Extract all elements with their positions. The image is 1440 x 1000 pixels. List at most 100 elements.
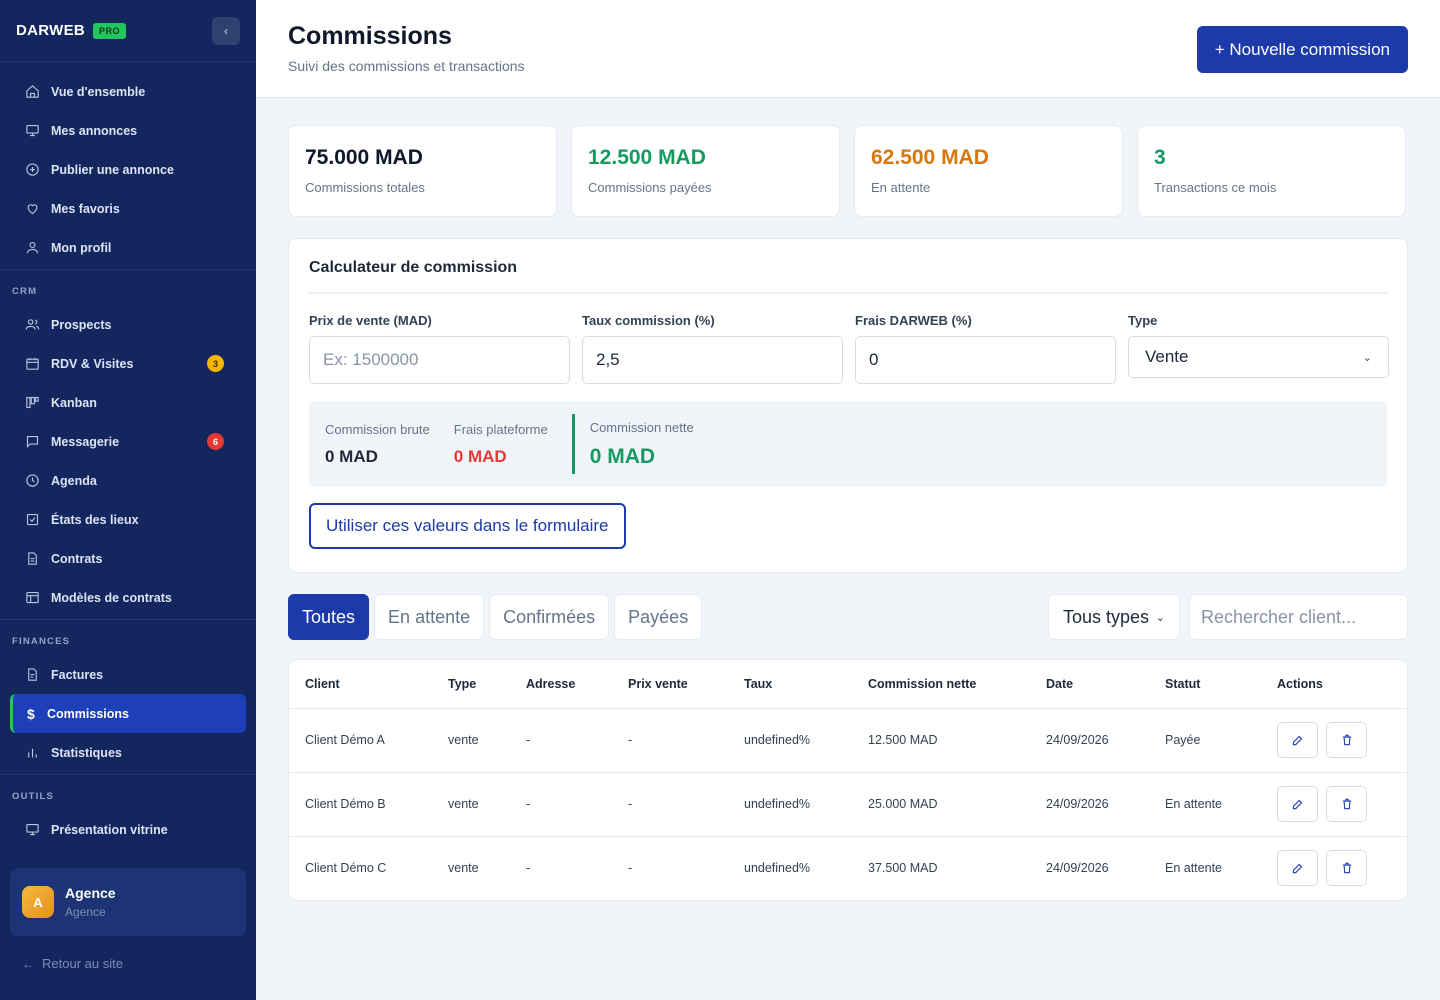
platform-fee: Frais plateforme 0 MAD [454, 422, 548, 467]
document-icon [24, 551, 40, 567]
outils-nav: Présentation vitrine [0, 810, 256, 849]
commission-calculator: Calculateur de commission Prix de vente … [288, 238, 1408, 573]
gross-label: Commission brute [325, 421, 430, 437]
price-label: Prix de vente (MAD) [309, 313, 432, 328]
tab-payees[interactable]: Payées [614, 594, 703, 640]
type-select[interactable]: Vente ⌄ [1128, 336, 1389, 378]
col-commission-nette[interactable]: Commission nette [852, 660, 1030, 709]
sidebar-item-rdv-visites[interactable]: RDV & Visites 3 [10, 344, 246, 383]
user-icon [24, 240, 40, 256]
sidebar-item-label: Statistiques [51, 745, 122, 760]
price-input[interactable] [309, 336, 570, 384]
sidebar-item-presentation-vitrine[interactable]: Présentation vitrine [10, 810, 246, 849]
sidebar-item-kanban[interactable]: Kanban [10, 383, 246, 422]
gross-commission: Commission brute 0 MAD [325, 422, 430, 467]
main-content: 75.000 MAD Commissions totales 12.500 MA… [288, 125, 1408, 901]
cell-actions [1261, 708, 1407, 773]
pro-badge: PRO [93, 22, 127, 39]
edit-button[interactable] [1277, 786, 1318, 822]
new-commission-button[interactable]: + Nouvelle commission [1196, 26, 1408, 73]
delete-button[interactable] [1326, 786, 1368, 822]
cell-adresse: - [526, 861, 531, 876]
sidebar-item-favoris[interactable]: Mes favoris [10, 189, 246, 228]
stat-label: Commissions totales [305, 180, 425, 195]
clock-icon [24, 473, 40, 489]
col-client[interactable]: Client [289, 660, 432, 709]
col-statut[interactable]: Statut [1149, 660, 1261, 709]
section-label-outils: OUTILS [0, 774, 256, 810]
edit-button[interactable] [1277, 722, 1318, 758]
home-icon [24, 84, 40, 100]
rate-input[interactable] [582, 336, 843, 384]
delete-button[interactable] [1326, 722, 1368, 758]
cell-statut: Payée [1149, 708, 1261, 773]
crm-nav: Prospects RDV & Visites 3 Kanban Message… [0, 305, 256, 617]
brand-name[interactable]: DARWEB [16, 22, 86, 39]
search-client-input[interactable] [1189, 594, 1408, 640]
stat-label: Commissions payées [588, 180, 712, 195]
use-values-button[interactable]: Utiliser ces valeurs dans le formulaire [309, 503, 626, 549]
sidebar-item-agenda[interactable]: Agenda [10, 461, 246, 500]
type-filter-value: Tous types [1063, 606, 1150, 627]
heart-icon [24, 201, 40, 217]
cell-actions [1261, 836, 1407, 900]
sidebar-item-factures[interactable]: Factures [10, 655, 246, 694]
section-label-finances: FINANCES [0, 619, 256, 655]
stat-card-transactions: 3 Transactions ce mois [1137, 125, 1406, 217]
user-card[interactable]: A Agence Agence [10, 868, 246, 936]
col-taux[interactable]: Taux [728, 660, 852, 709]
col-prix-vente[interactable]: Prix vente [612, 660, 728, 709]
sidebar-item-messagerie[interactable]: Messagerie 6 [10, 422, 246, 461]
edit-button[interactable] [1277, 850, 1318, 887]
sidebar-item-label: RDV & Visites [51, 356, 134, 371]
col-adresse[interactable]: Adresse [510, 660, 612, 709]
chevron-down-icon: ⌄ [1362, 351, 1372, 364]
fee-input[interactable] [855, 336, 1116, 384]
sidebar-item-commissions[interactable]: $ Commissions [10, 694, 246, 733]
presentation-icon [24, 822, 40, 838]
cell-client: Client Démo C [305, 861, 387, 876]
stat-label: Transactions ce mois [1154, 180, 1277, 195]
collapse-sidebar-button[interactable]: ‹ [212, 16, 240, 45]
filters-bar: Toutes En attente Confirmées Payées Tous… [288, 594, 1408, 640]
page-header: Commissions Suivi des commissions et tra… [256, 0, 1440, 98]
table-row[interactable]: Client Démo B vente - - undefined% 25.00… [289, 772, 1407, 837]
sidebar-item-label: États des lieux [51, 512, 139, 527]
sidebar-item-vue-ensemble[interactable]: Vue d'ensemble [10, 72, 246, 111]
sidebar-item-prospects[interactable]: Prospects [10, 305, 246, 344]
arrow-left-icon: ← [22, 956, 34, 971]
cell-commission: 25.000 MAD [852, 772, 1030, 837]
sidebar-item-etats-lieux[interactable]: États des lieux [10, 500, 246, 539]
calculator-title: Calculateur de commission [309, 259, 1387, 294]
net-label: Commission nette [589, 419, 694, 435]
platform-value: 0 MAD [453, 446, 507, 466]
tab-confirmees[interactable]: Confirmées [489, 594, 610, 640]
sidebar-item-mes-annonces[interactable]: Mes annonces [10, 111, 246, 150]
sidebar-item-modeles-contrats[interactable]: Modèles de contrats [10, 578, 246, 617]
cell-date: 24/09/2026 [1030, 708, 1149, 773]
cell-prix: - [628, 861, 633, 876]
delete-button[interactable] [1326, 850, 1368, 887]
type-field-group: Type Vente ⌄ [1128, 313, 1389, 384]
sidebar-item-label: Mes annonces [51, 123, 138, 138]
sidebar-item-profil[interactable]: Mon profil [10, 228, 246, 267]
table-row[interactable]: Client Démo C vente - - undefined% 37.50… [289, 836, 1407, 900]
sidebar-item-statistiques[interactable]: Statistiques [10, 733, 246, 772]
edit-icon [1292, 735, 1302, 746]
col-date[interactable]: Date [1030, 660, 1149, 709]
gross-value: 0 MAD [325, 446, 378, 466]
cell-statut: En attente [1149, 772, 1261, 837]
user-name: Agence [65, 885, 116, 901]
back-to-site-link[interactable]: ← Retour au site [22, 956, 123, 971]
sidebar-item-publier[interactable]: Publier une annonce [10, 150, 246, 189]
col-type[interactable]: Type [432, 660, 510, 709]
user-role: Agence [65, 905, 106, 919]
edit-icon [1292, 799, 1302, 810]
sidebar-item-contrats[interactable]: Contrats [10, 539, 246, 578]
tab-toutes[interactable]: Toutes [288, 594, 370, 640]
page-title: Commissions [288, 22, 452, 50]
table-row[interactable]: Client Démo A vente - - undefined% 12.50… [289, 708, 1407, 773]
type-filter-select[interactable]: Tous types ⌄ [1048, 594, 1180, 640]
finances-nav: Factures $ Commissions Statistiques [0, 655, 256, 772]
tab-en-attente[interactable]: En attente [374, 594, 485, 640]
